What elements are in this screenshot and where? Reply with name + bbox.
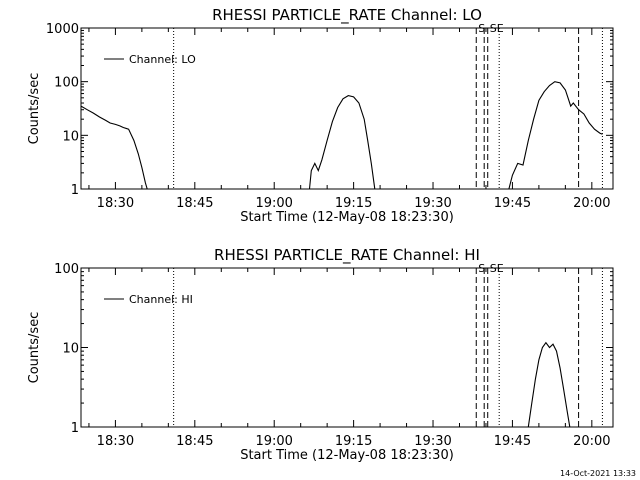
marker-label: SE <box>490 22 504 35</box>
x-tick-label: 19:00 <box>255 434 292 449</box>
y-axis-label: Counts/sec <box>27 73 42 145</box>
y-tick-label: 1000 <box>46 22 79 37</box>
series-line-2-1 <box>527 341 571 428</box>
x-tick-label: 19:45 <box>494 196 531 211</box>
marker-label: SE <box>490 262 504 275</box>
chart-title-1: RHESSI PARTICLE_RATE Channel: LO <box>212 6 482 25</box>
y-tick-label: 10 <box>62 129 79 144</box>
y-tick-label: 1 <box>71 421 79 436</box>
series-line-1-3 <box>508 81 603 190</box>
x-tick-label: 19:30 <box>414 434 451 449</box>
x-tick-label: 18:30 <box>97 434 134 449</box>
x-tick-label: 19:45 <box>494 434 531 449</box>
x-tick-label: 18:30 <box>97 196 134 211</box>
chart-title-2: RHESSI PARTICLE_RATE Channel: HI <box>214 246 480 265</box>
x-tick-label: 19:15 <box>335 196 372 211</box>
x-tick-label: 20:00 <box>573 196 610 211</box>
plot-frame-2 <box>80 267 614 428</box>
series-line-1-1 <box>80 105 148 190</box>
x-tick-label: 18:45 <box>176 196 213 211</box>
x-tick-label: 19:00 <box>255 196 292 211</box>
x-axis-label: Start Time (12-May-08 18:23:30) <box>240 448 454 463</box>
y-tick-label: 1 <box>71 183 79 198</box>
marker-label: S <box>478 22 485 35</box>
x-tick-label: 18:45 <box>176 434 213 449</box>
y-tick-label: 10 <box>62 342 79 357</box>
x-tick-label: 19:15 <box>335 434 372 449</box>
y-tick-label: 100 <box>54 76 79 91</box>
footer-timestamp: 14-Oct-2021 13:33 <box>560 469 636 478</box>
x-tick-label: 19:30 <box>414 196 451 211</box>
x-tick-label: 20:00 <box>573 434 610 449</box>
legend-label: Channel: HI <box>129 293 193 306</box>
y-tick-label: 100 <box>54 262 79 277</box>
marker-label: S <box>478 262 485 275</box>
plot-frame-1 <box>80 27 614 190</box>
y-axis-label: Counts/sec <box>27 312 42 384</box>
series-line-1-2 <box>308 95 376 190</box>
legend-label: Channel: LO <box>129 53 196 66</box>
x-axis-label: Start Time (12-May-08 18:23:30) <box>240 210 454 225</box>
